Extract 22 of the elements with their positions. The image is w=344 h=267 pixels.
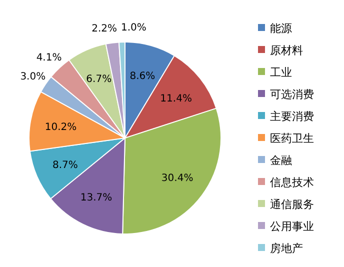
data-label: 1.0% — [121, 22, 146, 34]
data-label: 3.0% — [20, 71, 46, 82]
legend-label: 工业 — [270, 66, 292, 79]
data-label: 11.4% — [160, 93, 192, 104]
data-label: 6.7% — [86, 74, 112, 86]
data-label: 8.7% — [52, 160, 78, 172]
data-label: 2.2% — [92, 24, 117, 35]
data-label: 30.4% — [161, 173, 194, 184]
legend-label: 医药卫生 — [270, 132, 314, 145]
data-label: 10.2% — [44, 122, 77, 134]
data-label: 4.1% — [36, 52, 62, 64]
legend-label: 金融 — [270, 154, 292, 167]
data-label: 13.7% — [80, 192, 112, 204]
legend-label: 能源 — [270, 22, 292, 35]
legend-label: 通信服务 — [270, 198, 314, 211]
legend-label: 主要消费 — [270, 110, 314, 123]
legend-label: 房地产 — [270, 242, 303, 255]
legend-label: 公用事业 — [270, 220, 314, 233]
data-label: 8.6% — [130, 71, 156, 82]
legend-label: 可选消费 — [270, 88, 314, 101]
legend-label: 原材料 — [270, 44, 303, 57]
legend-label: 信息技术 — [270, 176, 314, 189]
